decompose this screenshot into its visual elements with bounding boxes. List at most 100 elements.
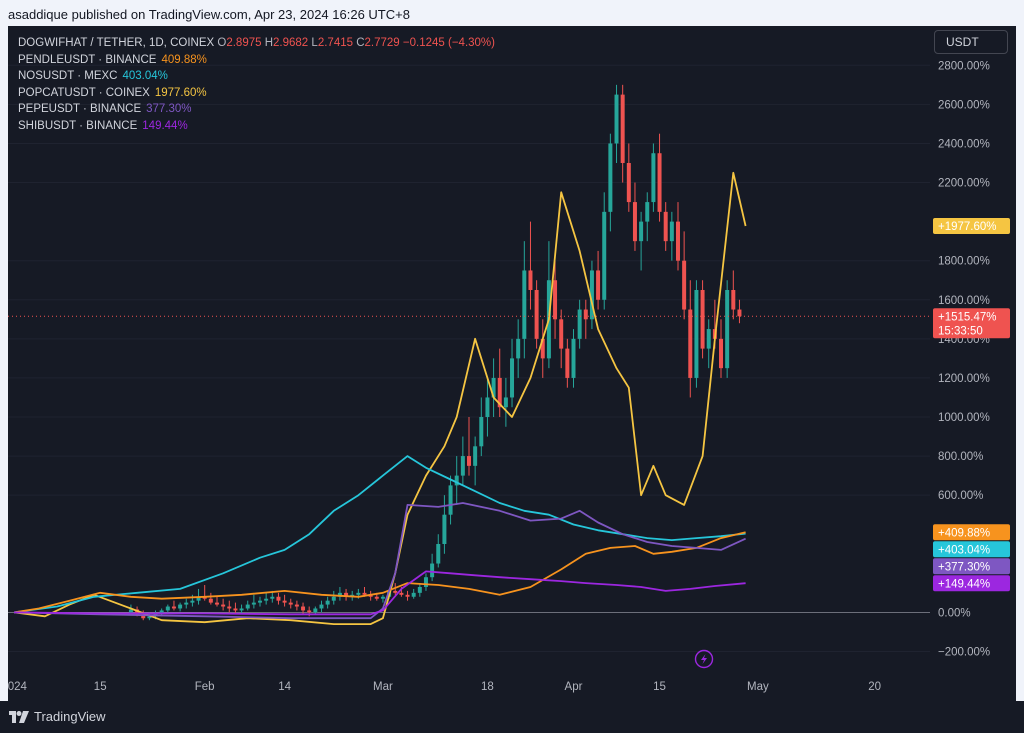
candle xyxy=(645,192,650,242)
candle xyxy=(251,594,256,609)
candle xyxy=(663,202,668,251)
x-tick-label: 15 xyxy=(653,681,666,693)
x-axis[interactable]: 2024 15 Feb 14 Mar 18 Apr 15 May 20 xyxy=(8,674,930,701)
candle xyxy=(221,598,226,611)
x-tick-label: 14 xyxy=(278,681,291,693)
y-tick-label: 0.00% xyxy=(938,607,971,619)
legend-comparison-row[interactable]: POPCATUSDT · COINEX 1977.60% xyxy=(18,85,495,102)
candle xyxy=(301,602,306,615)
legend-main-row: DOGWIFHAT / TETHER, 1D, COINEX O2.8975 H… xyxy=(18,35,495,52)
candle xyxy=(276,592,281,605)
footer: TradingView xyxy=(0,701,1024,733)
y-tick-label: 1800.00% xyxy=(938,256,990,268)
candle xyxy=(227,600,232,613)
comparison-symbol: PENDLEUSDT · BINANCE xyxy=(18,53,157,66)
candle xyxy=(405,590,410,601)
currency-selector[interactable]: USDT xyxy=(934,30,1008,54)
y-axis[interactable]: 2800.00% 2600.00% 2400.00% 2200.00% 1800.00%… xyxy=(930,26,1016,701)
candle xyxy=(669,211,674,261)
last-value-text: +403.04% xyxy=(938,544,990,556)
candle xyxy=(460,436,465,486)
change-value: −0.1245 (−4.30%) xyxy=(402,37,495,49)
candle xyxy=(325,596,330,609)
candle xyxy=(731,270,736,320)
candle xyxy=(553,260,558,339)
candle xyxy=(411,588,416,599)
y-tick-label: 1200.00% xyxy=(938,373,990,385)
candle xyxy=(331,590,336,605)
last-value-label: +409.88% xyxy=(933,524,1010,541)
candle xyxy=(233,602,238,614)
candle xyxy=(565,338,570,388)
candle xyxy=(473,436,478,486)
chart-canvas[interactable]: 2800.00% 2600.00% 2400.00% 2200.00% 1800.00%… xyxy=(8,26,1016,701)
candle xyxy=(491,358,496,417)
candle xyxy=(258,596,263,607)
comparison-symbol: SHIBUSDT · BINANCE xyxy=(18,119,138,132)
candle xyxy=(719,319,724,378)
candle xyxy=(417,583,422,597)
last-value-text: +409.88% xyxy=(938,527,990,539)
x-tick-label: 15 xyxy=(94,681,107,693)
publisher-text: asaddique published on TradingView.com, … xyxy=(8,7,410,22)
high-value: 2.9682 xyxy=(273,37,309,49)
candle xyxy=(657,133,662,222)
comparison-value: 149.44% xyxy=(142,119,188,132)
candle xyxy=(639,211,644,271)
y-tick-label: −200.00% xyxy=(938,646,990,658)
candle xyxy=(344,588,349,601)
legend-comparisons: PENDLEUSDT · BINANCE 409.88% NOSUSDT · MEX… xyxy=(18,52,495,135)
legend-comparison-row[interactable]: PEPEUSDT · BINANCE 377.30% xyxy=(18,101,495,118)
currency-label: USDT xyxy=(946,35,979,49)
candle xyxy=(214,596,219,607)
candle xyxy=(528,221,533,310)
candle xyxy=(319,600,324,613)
candle xyxy=(651,143,656,212)
legend-comparison-row[interactable]: PENDLEUSDT · BINANCE 409.88% xyxy=(18,52,495,69)
comparison-value: 409.88% xyxy=(161,53,207,66)
x-tick-label: Apr xyxy=(565,681,583,693)
candle xyxy=(178,602,183,612)
candle xyxy=(700,280,705,359)
candle xyxy=(282,594,287,607)
candle xyxy=(430,553,435,582)
last-value-label: +1977.60% xyxy=(933,217,1010,234)
candle xyxy=(264,592,269,605)
candle xyxy=(583,299,588,339)
y-tick-label: 600.00% xyxy=(938,490,983,502)
series-line xyxy=(13,455,746,614)
last-value-label: +149.44% xyxy=(933,575,1010,592)
candle xyxy=(202,585,207,601)
last-value-label: +377.30% xyxy=(933,558,1010,575)
close-value: 2.7729 xyxy=(364,37,400,49)
main-symbol[interactable]: DOGWIFHAT / TETHER, 1D, COINEX xyxy=(18,37,215,49)
grid xyxy=(8,64,930,652)
series-line xyxy=(13,171,747,625)
y-tick-label: 1000.00% xyxy=(938,412,990,424)
legend-comparison-row[interactable]: NOSUSDT · MEXC 403.04% xyxy=(18,68,495,85)
candle xyxy=(620,84,625,183)
close-label: C xyxy=(356,37,365,49)
series-line xyxy=(14,570,746,616)
x-tick-label: 2024 xyxy=(8,681,28,693)
high-label: H xyxy=(264,37,274,49)
candle xyxy=(626,143,631,212)
candle xyxy=(571,329,576,388)
candle xyxy=(694,280,699,388)
comparison-value: 1977.60% xyxy=(154,86,207,99)
candle xyxy=(337,586,342,601)
chart-panel[interactable]: 2800.00% 2600.00% 2400.00% 2200.00% 1800.00%… xyxy=(8,26,1016,701)
y-tick-label: 2200.00% xyxy=(938,178,990,190)
candle xyxy=(589,260,594,330)
x-axis-background xyxy=(8,674,930,701)
tradingview-brand[interactable]: TradingView xyxy=(9,709,106,724)
candlesticks xyxy=(128,84,742,621)
candle xyxy=(436,534,441,568)
lightning-icon[interactable] xyxy=(694,649,714,669)
comparison-value: 377.30% xyxy=(146,103,192,115)
comparison-value: 403.04% xyxy=(122,70,168,82)
legend-comparison-row[interactable]: SHIBUSDT · BINANCE 149.44% xyxy=(18,118,495,135)
y-tick-label: 2800.00% xyxy=(938,60,990,72)
candle xyxy=(380,594,385,603)
